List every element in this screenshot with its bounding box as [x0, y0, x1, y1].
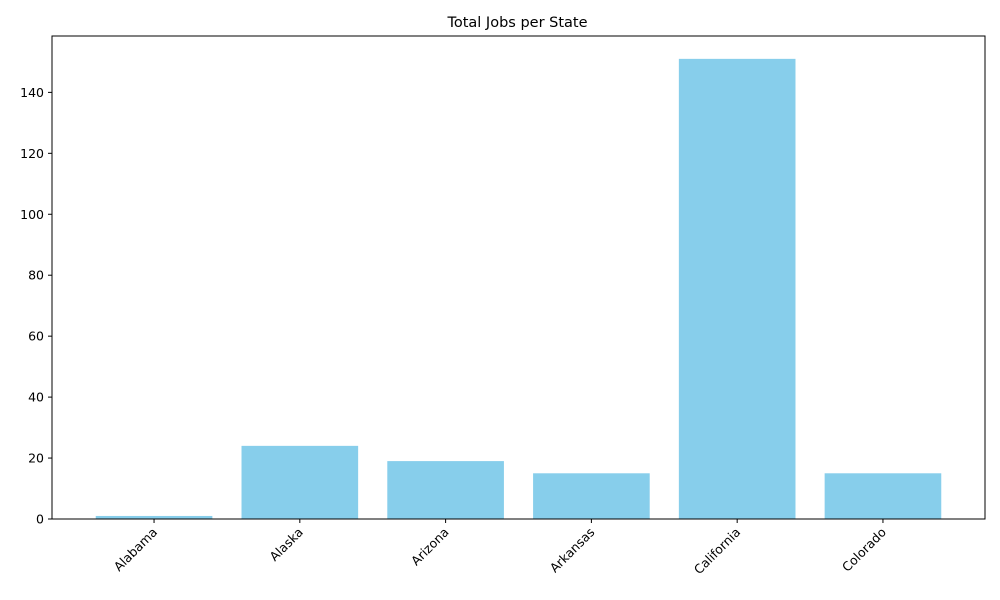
y-tick-label: 120 — [20, 146, 44, 161]
x-tick-label-california: California — [691, 525, 744, 578]
bar-arizona — [387, 461, 504, 519]
bar-alabama — [95, 515, 213, 519]
y-tick-label: 60 — [28, 329, 44, 344]
y-tick-label: 0 — [36, 512, 44, 527]
bar-alaska — [241, 445, 359, 519]
y-tick-label: 40 — [28, 390, 44, 405]
y-tick-label: 100 — [20, 207, 44, 222]
x-tick-label-arkansas: Arkansas — [547, 525, 598, 576]
bar-colorado — [824, 473, 942, 519]
chart-title: Total Jobs per State — [446, 15, 587, 31]
bars-group — [95, 58, 942, 519]
x-tick-label-alabama: Alabama — [111, 525, 161, 575]
x-tick-label-colorado: Colorado — [839, 525, 889, 575]
y-tick-label: 80 — [28, 268, 44, 283]
bar-arkansas — [533, 473, 650, 519]
x-tick-label-arizona: Arizona — [408, 525, 452, 569]
plot-frame — [51, 35, 986, 520]
x-tick-label-alaska: Alaska — [266, 525, 306, 565]
y-axis: 0 20 40 60 80 100 120 140 — [20, 85, 52, 527]
x-axis: Alabama Alaska Arizona Arkansas California Co… — [111, 519, 889, 577]
bar-california — [678, 58, 796, 519]
y-tick-label: 20 — [28, 451, 44, 466]
y-tick-label: 140 — [20, 85, 44, 100]
